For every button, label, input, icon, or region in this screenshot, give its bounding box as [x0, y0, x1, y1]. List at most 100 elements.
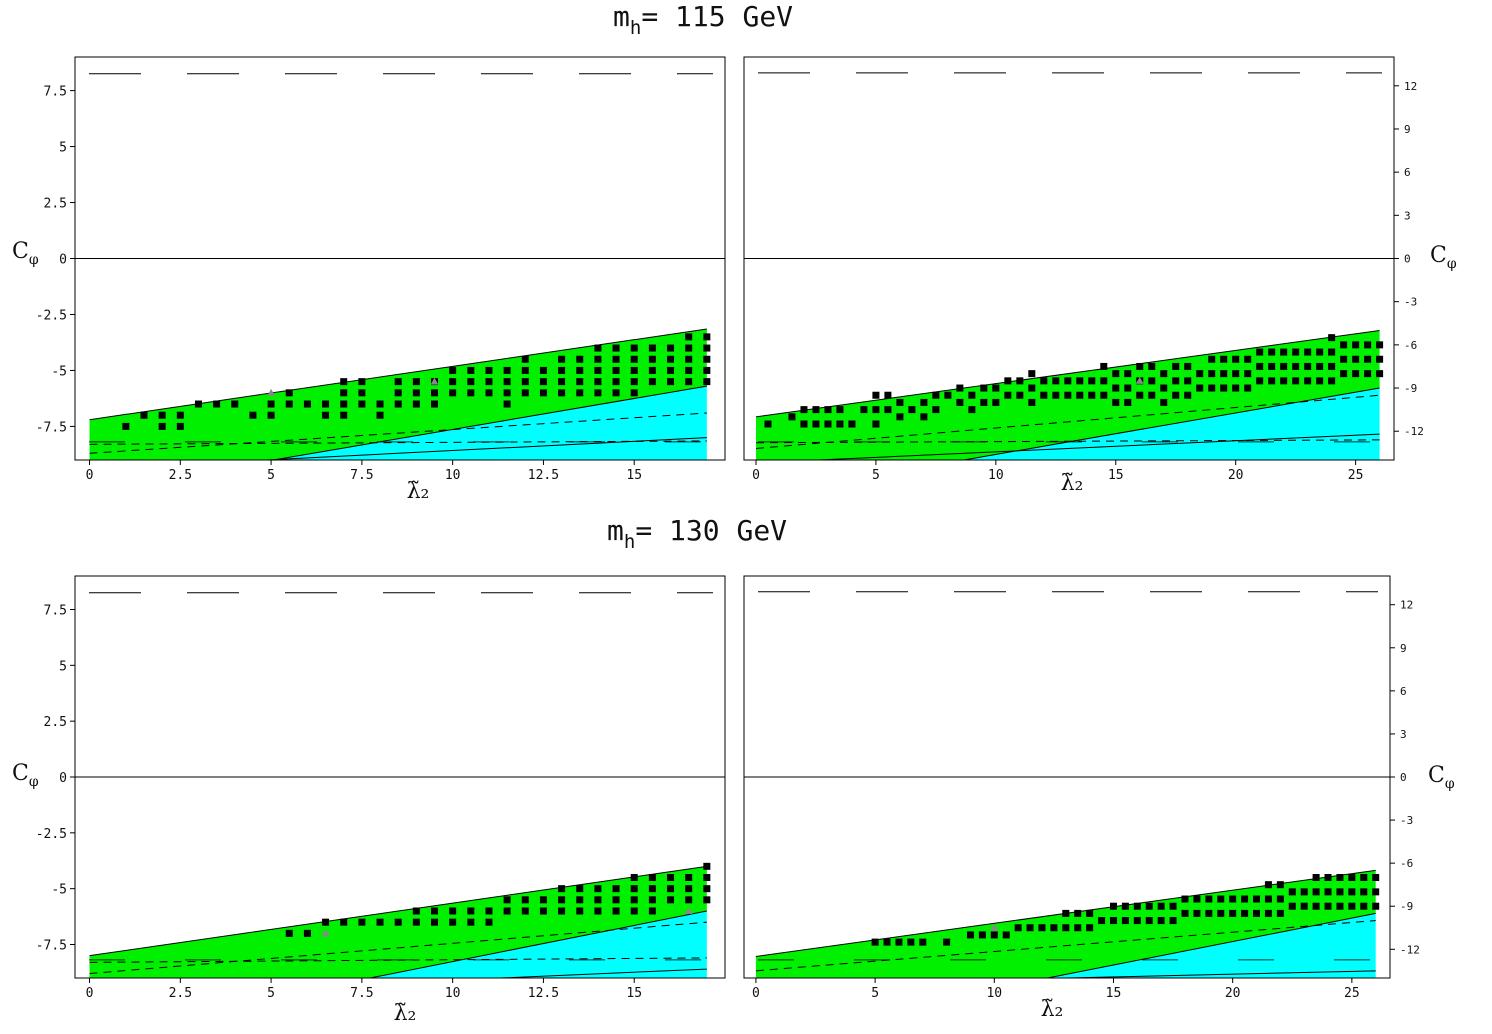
scan-point: [1148, 391, 1156, 399]
scan-point: [394, 378, 402, 386]
scan-point: [340, 378, 348, 386]
scan-point: [521, 389, 529, 397]
scan-point: [539, 378, 547, 386]
scan-point: [966, 931, 974, 939]
x-tick-label: 5: [871, 986, 879, 1001]
scan-point: [1038, 924, 1046, 932]
scan-point: [990, 931, 998, 939]
scan-point: [1064, 377, 1072, 385]
y-axis-label: Cφ: [1428, 763, 1455, 792]
scan-point: [685, 874, 693, 881]
scan-point: [594, 896, 602, 904]
scan-point: [285, 389, 293, 397]
scan-point: [1340, 370, 1348, 378]
scan-point: [1292, 362, 1300, 370]
scan-point: [412, 907, 420, 915]
scan-point: [340, 400, 348, 408]
scan-point: [122, 422, 130, 430]
scan-point: [358, 400, 366, 408]
scan-point: [896, 398, 904, 406]
scan-point: [1133, 902, 1141, 910]
scan-point: [1052, 377, 1060, 385]
upper-boundary-line: [89, 865, 707, 957]
scan-point: [1157, 902, 1165, 910]
y-tick-label: -12: [1400, 943, 1420, 956]
scan-point: [612, 378, 620, 386]
y-tick-label: -9: [1404, 382, 1417, 395]
dashed-line-1: [89, 412, 707, 454]
scan-point: [594, 344, 602, 352]
scan-point: [376, 918, 384, 926]
scan-point: [871, 938, 879, 946]
scan-point: [943, 938, 951, 946]
scan-point: [836, 406, 844, 414]
scan-point: [703, 896, 711, 904]
scan-point: [158, 422, 166, 430]
scan-point: [594, 378, 602, 386]
scan-point: [558, 378, 566, 386]
scan-point: [1040, 377, 1048, 385]
chart-panel-1: 0 2.5 5 7.5 10 12.5 15 7.5 5 2.5 0 -2.5 -5 -7.5 Cφ λ̃₂: [12, 56, 726, 504]
scan-point: [1208, 370, 1216, 378]
scan-point: [1193, 895, 1201, 903]
scan-point: [1109, 917, 1117, 925]
scan-point: [485, 366, 493, 374]
x-tick-label: 10: [445, 468, 461, 483]
x-tick-label: 5: [267, 986, 275, 1001]
scan-point: [612, 907, 620, 915]
scan-point: [648, 366, 656, 374]
scan-point: [667, 366, 675, 374]
scan-point: [630, 907, 638, 915]
scan-point: [667, 355, 675, 363]
scan-point: [1217, 909, 1225, 917]
scan-point: [1364, 341, 1372, 349]
top-title: mh= 115 GeV: [613, 0, 793, 39]
scan-point: [1220, 384, 1228, 392]
scan-point: [612, 885, 620, 893]
scan-point: [576, 366, 584, 374]
scan-point: [1304, 377, 1312, 385]
bottom-title-text: = 130 GeV: [635, 514, 788, 547]
top-title-text: = 115 GeV: [641, 0, 794, 33]
scan-point: [703, 874, 711, 881]
scan-point: [1372, 874, 1380, 881]
scan-point: [467, 389, 475, 397]
scan-point: [430, 389, 438, 397]
scan-point: [1256, 362, 1264, 370]
scan-point: [1050, 924, 1058, 932]
x-tick-label: 0: [86, 986, 94, 1001]
solid-line-1: [489, 968, 707, 978]
scan-point: [1112, 370, 1120, 378]
scan-point: [1312, 874, 1320, 881]
scan-point: [1352, 355, 1360, 363]
scan-point: [932, 406, 940, 414]
scan-point: [703, 366, 711, 374]
scan-point: [594, 907, 602, 915]
dashed-line-1: [89, 921, 707, 975]
scan-point: [558, 389, 566, 397]
scan-point: [1280, 348, 1288, 356]
scan-point: [1232, 384, 1240, 392]
scan-point: [1304, 362, 1312, 370]
scan-point: [521, 378, 529, 386]
x-tick-label: 2.5: [169, 468, 192, 483]
scan-point: [1196, 384, 1204, 392]
scan-point: [576, 355, 584, 363]
y-tick-label: 6: [1400, 685, 1407, 698]
scan-point: [1157, 917, 1165, 925]
scan-point: [1256, 348, 1264, 356]
scan-point: [1256, 377, 1264, 385]
scan-point: [1280, 362, 1288, 370]
x-tick-label: 15: [626, 468, 642, 483]
scan-point: [1136, 391, 1144, 399]
scan-point: [1300, 888, 1308, 896]
scan-point: [1280, 377, 1288, 385]
scan-point: [1364, 355, 1372, 363]
scan-point: [1352, 370, 1360, 378]
y-tick-label: 2.5: [44, 197, 67, 212]
scan-point: [249, 411, 257, 419]
scan-point: [539, 907, 547, 915]
scan-point: [1169, 917, 1177, 925]
scan-point: [1016, 377, 1024, 385]
